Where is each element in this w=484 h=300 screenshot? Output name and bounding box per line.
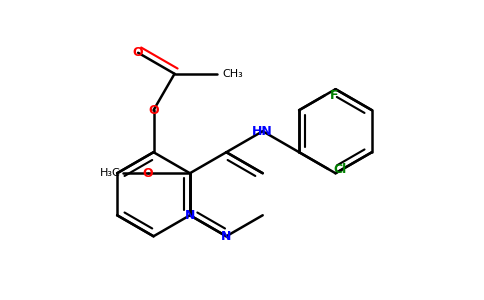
Text: Cl: Cl bbox=[334, 163, 347, 176]
Text: H₃C: H₃C bbox=[100, 168, 121, 178]
Text: O: O bbox=[143, 167, 153, 180]
Text: N: N bbox=[185, 209, 195, 222]
Text: HN: HN bbox=[252, 125, 273, 138]
Text: CH₃: CH₃ bbox=[222, 69, 243, 79]
Text: O: O bbox=[133, 46, 143, 59]
Text: O: O bbox=[148, 104, 159, 117]
Text: N: N bbox=[221, 230, 231, 243]
Text: F: F bbox=[330, 89, 339, 102]
